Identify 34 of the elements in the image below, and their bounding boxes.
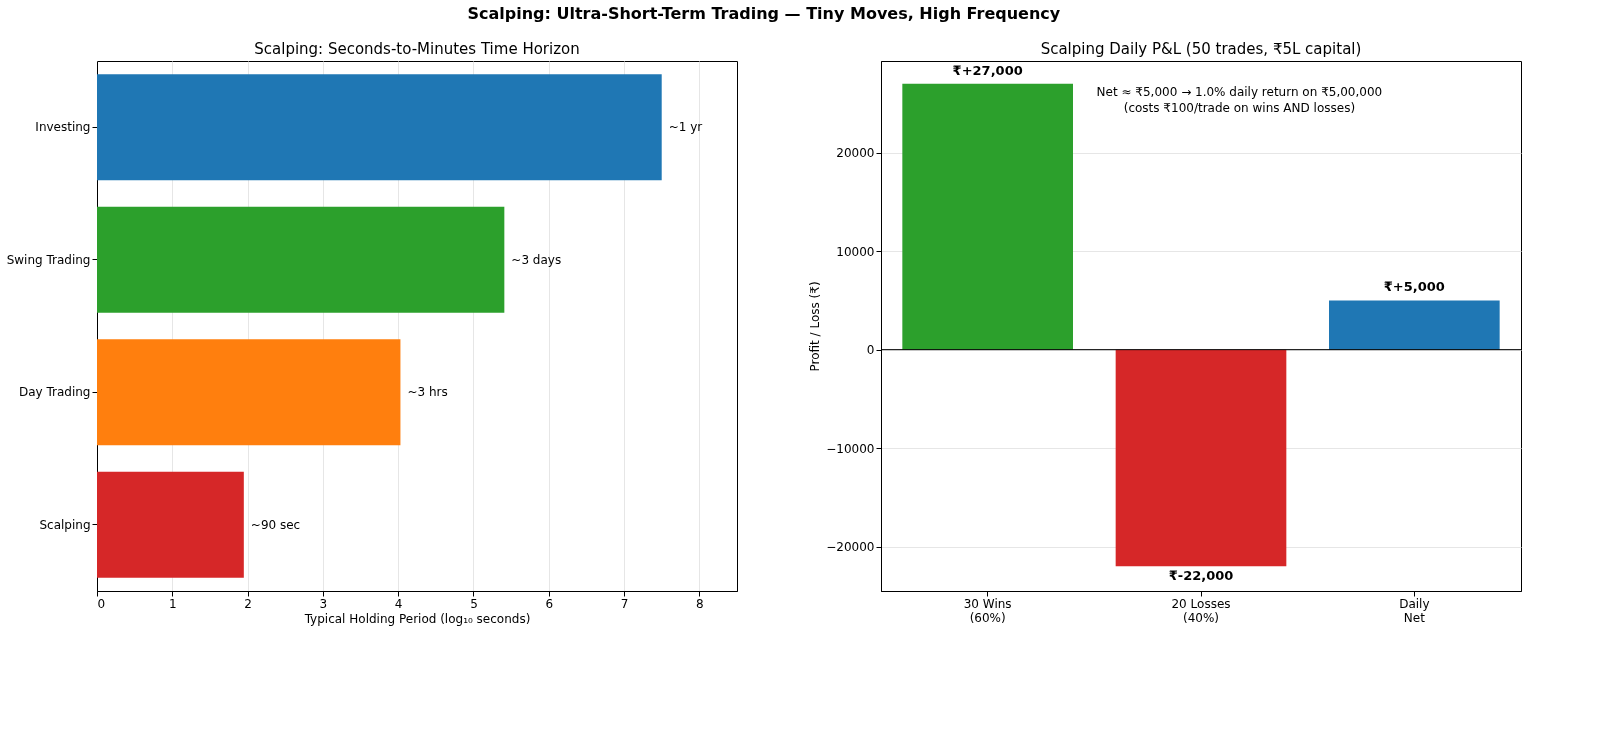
y-tick-label: 0: [866, 343, 875, 358]
y-tick-label: 10000: [836, 244, 875, 259]
x-tick-label: 20 Losses (40%): [1171, 596, 1231, 625]
x-tick-label: 3: [319, 596, 328, 611]
x-tick-label: 6: [545, 596, 554, 611]
chart-title: Scalping: Seconds-to-Minutes Time Horizon: [254, 40, 580, 58]
x-tick-label: 30 Wins (60%): [963, 596, 1012, 625]
x-tick-label: 1: [168, 596, 177, 611]
x-tick-label: 5: [470, 596, 478, 611]
text: Scalping: Ultra-Short-Term Trading — Tiny Moves, High Frequency: [467, 3, 1061, 23]
y-tick-label: Day Trading: [18, 385, 91, 400]
x-tick-label: 0: [97, 596, 106, 611]
annotation: ~1 yr: [668, 120, 703, 135]
x-tick-label: 8: [696, 596, 704, 611]
y-tick-label: Swing Trading: [6, 252, 91, 267]
x-tick-label: 7: [620, 596, 629, 611]
y-tick-label: −10000: [826, 441, 875, 456]
data-label: ₹-22,000: [1168, 568, 1234, 584]
x-tick-label: 2: [244, 596, 252, 611]
x-tick-label: Daily Net: [1399, 596, 1430, 625]
x-axis-title: Typical Holding Period (log₁₀ seconds): [303, 611, 531, 626]
annotation: ~90 sec: [250, 517, 301, 532]
annotation: Net ≈ ₹5,000 → 1.0% daily return on ₹5,00,000 (costs ₹100/trade on wins AND losses): [1096, 85, 1383, 115]
data-label: ₹+27,000: [952, 62, 1023, 78]
y-tick-label: −20000: [826, 540, 875, 555]
x-tick-label: 4: [394, 596, 403, 611]
annotation: ~3 days: [511, 252, 562, 267]
y-tick-label: Investing: [35, 120, 91, 135]
y-tick-label: Scalping: [39, 517, 91, 532]
chart-title: Scalping Daily P&L (50 trades, ₹5L capital): [1040, 40, 1362, 58]
annotation: ~3 hrs: [407, 385, 448, 400]
y-axis-title: Profit / Loss (₹): [808, 281, 823, 372]
y-tick-label: 20000: [836, 146, 875, 161]
data-label: ₹+5,000: [1383, 279, 1445, 295]
